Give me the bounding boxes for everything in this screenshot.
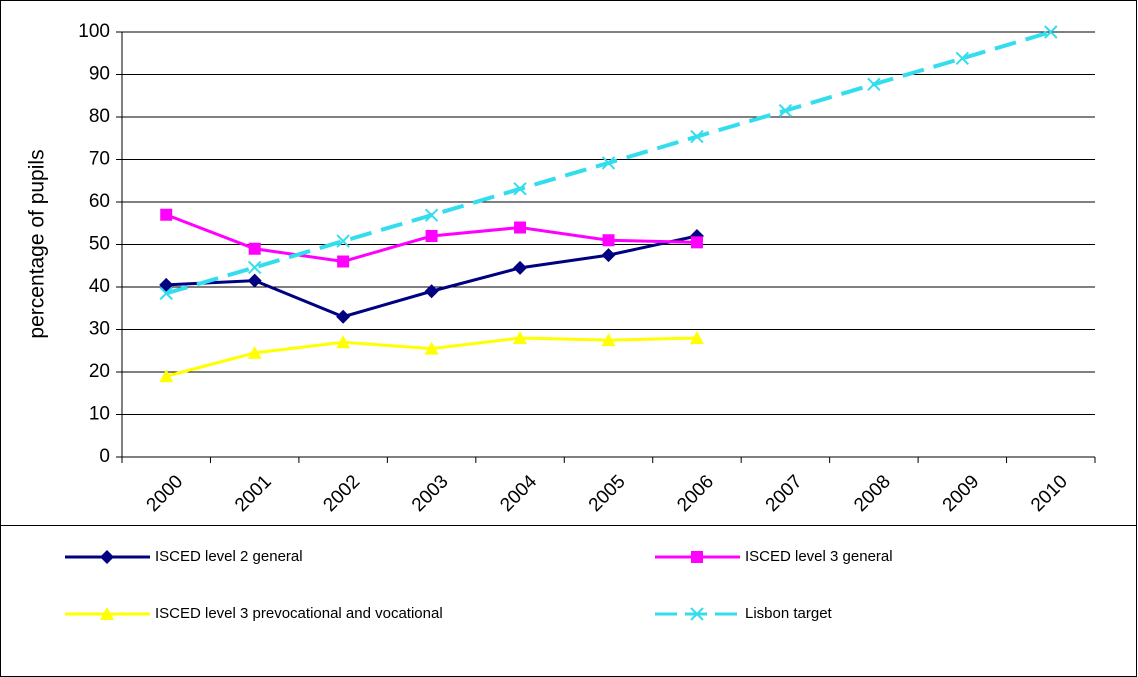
data-point — [424, 208, 439, 222]
legend-label: Lisbon target — [745, 605, 833, 622]
data-point — [1044, 25, 1058, 39]
data-point — [424, 284, 439, 299]
data-point — [159, 369, 174, 383]
data-point — [690, 129, 704, 144]
y-tick-label: 40 — [89, 276, 110, 297]
data-point — [336, 309, 351, 324]
data-point — [248, 242, 261, 255]
data-point — [955, 51, 970, 66]
y-tick-label: 30 — [89, 319, 110, 340]
legend-label: ISCED level 3 prevocational and vocation… — [155, 605, 443, 622]
y-tick-label: 20 — [89, 361, 110, 382]
legend-label: ISCED level 3 general — [745, 548, 893, 565]
y-axis-label: percentage of pupils — [26, 149, 49, 338]
data-point — [602, 234, 615, 247]
data-point — [513, 260, 528, 275]
data-point — [160, 208, 173, 221]
data-point — [513, 331, 528, 344]
y-tick-label: 100 — [78, 21, 110, 42]
legend-label: ISCED level 2 general — [155, 548, 303, 565]
y-tick-label: 80 — [89, 106, 110, 127]
data-point — [159, 277, 174, 292]
data-point — [689, 331, 704, 344]
data-point — [247, 273, 262, 288]
data-point — [336, 234, 350, 248]
data-point — [513, 182, 527, 196]
data-point — [867, 77, 881, 91]
data-point — [514, 221, 527, 234]
data-point — [425, 230, 438, 242]
data-point — [336, 335, 351, 349]
data-point — [247, 260, 262, 275]
y-tick-label: 90 — [89, 64, 110, 85]
y-tick-label: 10 — [89, 404, 110, 425]
legend-marker — [100, 550, 114, 564]
data-point — [247, 345, 262, 359]
legend-marker — [690, 607, 704, 621]
data-point — [337, 255, 350, 268]
y-tick-label: 0 — [99, 446, 110, 467]
data-point — [601, 248, 616, 263]
legend-box — [0, 525, 1137, 677]
legend-marker — [100, 607, 114, 620]
data-point — [778, 103, 793, 118]
data-point — [601, 156, 616, 170]
data-point — [690, 236, 703, 249]
legend-marker — [691, 551, 703, 563]
y-tick-label: 60 — [89, 191, 110, 212]
y-tick-label: 50 — [89, 234, 110, 255]
data-point — [601, 333, 616, 347]
data-point — [424, 341, 439, 355]
y-tick-label: 70 — [89, 149, 110, 170]
data-point — [159, 286, 173, 301]
